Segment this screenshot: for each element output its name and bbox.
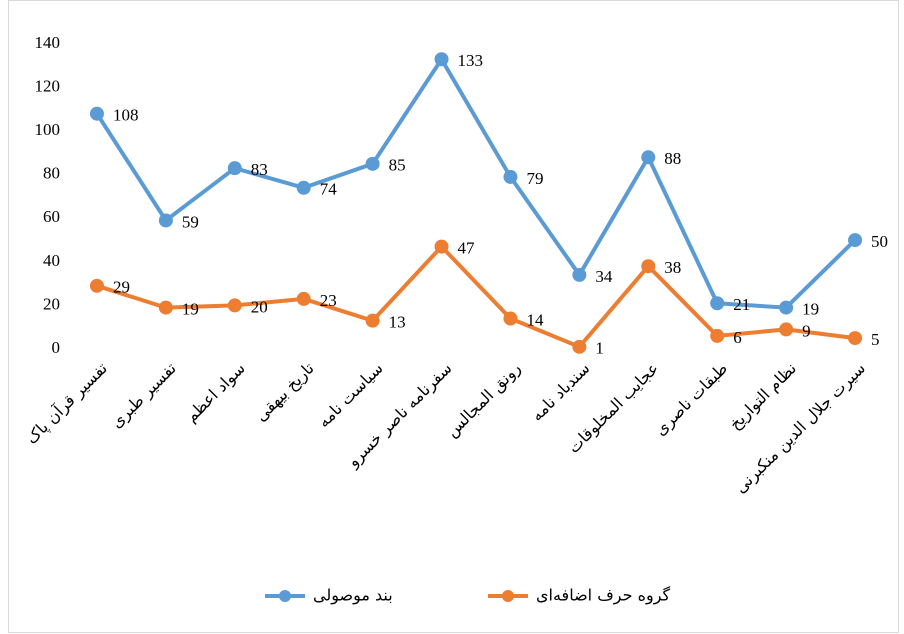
data-label: 74 xyxy=(320,180,338,199)
y-tick-label: 80 xyxy=(43,164,60,183)
y-tick-label: 100 xyxy=(35,120,61,139)
point-marker xyxy=(297,292,311,306)
point-marker xyxy=(503,312,517,326)
y-tick-label: 140 xyxy=(35,33,61,52)
data-label: 14 xyxy=(526,310,544,329)
data-label: 83 xyxy=(251,160,268,179)
data-label: 19 xyxy=(802,300,819,319)
y-tick-label: 120 xyxy=(35,76,61,95)
legend-label: بند موصولی xyxy=(313,586,393,606)
y-tick-label: 0 xyxy=(52,338,61,357)
data-label: 9 xyxy=(802,321,811,340)
chart: 020406080100120140تفسیر قرآن پاکتفسیر طب… xyxy=(0,0,904,634)
data-label: 85 xyxy=(389,156,406,175)
point-marker xyxy=(848,233,862,247)
data-label: 34 xyxy=(595,267,613,286)
page: 020406080100120140تفسیر قرآن پاکتفسیر طب… xyxy=(0,0,904,634)
point-marker xyxy=(435,240,449,254)
point-marker xyxy=(90,107,104,121)
y-tick-label: 60 xyxy=(43,207,60,226)
data-label: 23 xyxy=(320,291,337,310)
point-marker xyxy=(90,279,104,293)
legend-marker xyxy=(502,590,514,602)
point-marker xyxy=(572,340,586,354)
legend-marker xyxy=(279,590,291,602)
point-marker xyxy=(228,161,242,175)
point-marker xyxy=(228,298,242,312)
data-label: 108 xyxy=(113,106,139,125)
legend-label: گروه حرف اضافه‌ای xyxy=(536,586,671,606)
chart-border xyxy=(9,1,899,633)
point-marker xyxy=(366,314,380,328)
data-label: 20 xyxy=(251,297,268,316)
data-label: 5 xyxy=(871,330,880,349)
data-label: 79 xyxy=(526,169,543,188)
data-label: 133 xyxy=(458,51,484,70)
point-marker xyxy=(710,296,724,310)
point-marker xyxy=(710,329,724,343)
data-label: 19 xyxy=(182,300,199,319)
data-label: 59 xyxy=(182,212,199,231)
point-marker xyxy=(779,301,793,315)
point-marker xyxy=(848,331,862,345)
data-label: 88 xyxy=(664,149,681,168)
data-label: 47 xyxy=(458,239,476,258)
data-label: 38 xyxy=(664,258,681,277)
data-label: 13 xyxy=(389,313,406,332)
point-marker xyxy=(435,52,449,66)
point-marker xyxy=(779,322,793,336)
point-marker xyxy=(159,213,173,227)
y-tick-label: 40 xyxy=(43,251,60,270)
point-marker xyxy=(159,301,173,315)
point-marker xyxy=(572,268,586,282)
data-label: 6 xyxy=(733,328,742,347)
point-marker xyxy=(641,259,655,273)
point-marker xyxy=(366,157,380,171)
point-marker xyxy=(297,181,311,195)
data-label: 21 xyxy=(733,295,750,314)
point-marker xyxy=(503,170,517,184)
data-label: 50 xyxy=(871,232,888,251)
point-marker xyxy=(641,150,655,164)
y-tick-label: 20 xyxy=(43,294,60,313)
data-label: 29 xyxy=(113,278,130,297)
data-label: 1 xyxy=(595,339,604,358)
